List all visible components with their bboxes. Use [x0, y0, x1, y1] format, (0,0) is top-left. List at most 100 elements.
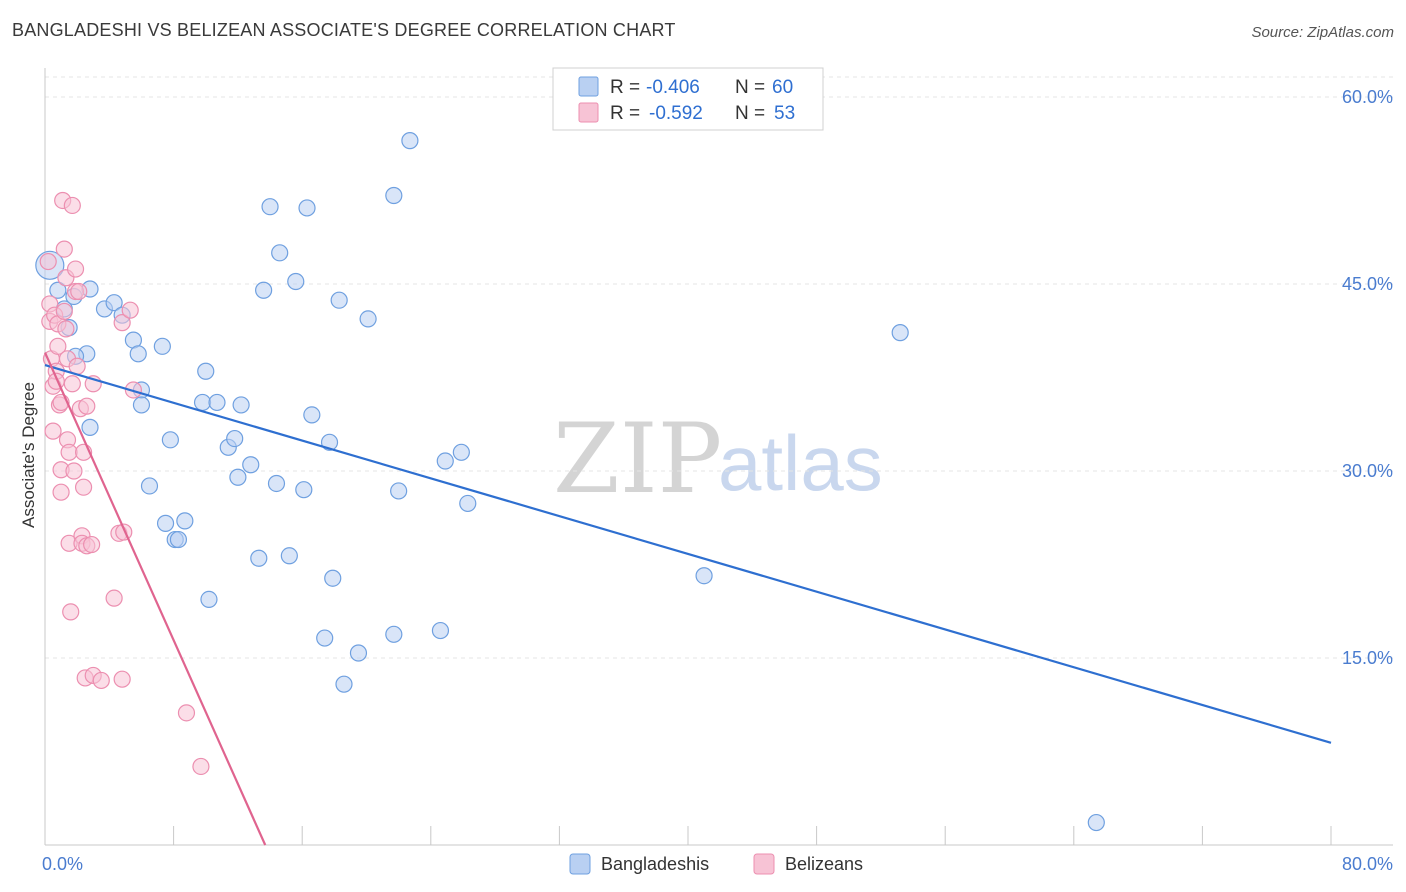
- point-belizeans-44: [105, 589, 123, 607]
- watermark-zip: ZIP: [553, 403, 722, 515]
- point-belizeans-43: [92, 671, 110, 690]
- trend-lines: [43, 352, 1332, 846]
- point-bangladeshis-12: [129, 345, 147, 363]
- point-bangladeshis-47: [359, 310, 377, 328]
- y-axis-title: Associate's Degree: [19, 382, 38, 528]
- point-belizeans-40: [83, 535, 101, 554]
- point-bangladeshis-48: [385, 625, 403, 643]
- y-tick-label-3: 60.0%: [1342, 87, 1393, 107]
- x-tick-label-1: 80.0%: [1342, 854, 1393, 874]
- point-bangladeshis-20: [169, 530, 188, 549]
- bottom-legend-swatch-bangladeshis: [569, 853, 591, 875]
- point-bangladeshis-15: [140, 477, 159, 495]
- point-bangladeshis-52: [431, 621, 450, 640]
- point-bangladeshis-35: [271, 244, 289, 262]
- point-belizeans-19: [57, 320, 75, 338]
- point-belizeans-16: [55, 240, 73, 258]
- point-bangladeshis-34: [267, 474, 286, 493]
- point-bangladeshis-56: [695, 567, 713, 585]
- point-belizeans-26: [63, 375, 81, 393]
- point-bangladeshis-40: [303, 406, 321, 424]
- point-bangladeshis-14: [132, 396, 151, 414]
- stats-legend: R = -0.406 N = 60 R = -0.592 N = 53: [552, 67, 824, 131]
- x-tick-label-0: 0.0%: [42, 854, 83, 874]
- point-belizeans-10: [49, 337, 67, 355]
- trend-line-belizeans: [43, 352, 267, 846]
- point-belizeans-51: [177, 704, 196, 722]
- point-bangladeshis-23: [197, 362, 215, 380]
- axes: [44, 68, 1393, 846]
- point-belizeans-36: [74, 478, 93, 496]
- point-belizeans-5: [44, 422, 62, 440]
- point-belizeans-31: [70, 282, 88, 301]
- point-bangladeshis-33: [261, 198, 279, 216]
- legend-r-value-belizeans: -0.592: [649, 103, 703, 124]
- y-tick-labels: 15.0% 30.0% 45.0% 60.0%: [1342, 87, 1393, 668]
- legend-r-label-belizeans: R =: [610, 103, 640, 124]
- point-belizeans-28: [66, 260, 85, 278]
- watermark-atlas: atlas: [718, 419, 883, 507]
- point-bangladeshis-53: [436, 452, 454, 470]
- point-bangladeshis-57: [891, 324, 909, 342]
- point-bangladeshis-32: [255, 281, 273, 299]
- legend-r-value-bangladeshis: -0.406: [646, 77, 700, 98]
- point-bangladeshis-46: [349, 644, 368, 662]
- legend-n-label-belizeans: N =: [735, 103, 765, 124]
- y-tick-label-0: 15.0%: [1342, 648, 1393, 668]
- point-bangladeshis-28: [229, 468, 247, 486]
- point-bangladeshis-38: [295, 481, 313, 499]
- gridlines: [45, 76, 1393, 659]
- point-belizeans-12: [52, 483, 70, 501]
- point-bangladeshis-21: [176, 512, 194, 530]
- point-bangladeshis-55: [459, 494, 477, 513]
- point-bangladeshis-22: [193, 393, 212, 412]
- point-bangladeshis-18: [161, 431, 179, 449]
- point-bangladeshis-44: [330, 291, 348, 309]
- y-tick-label-2: 45.0%: [1342, 274, 1393, 294]
- point-belizeans-0: [39, 252, 57, 271]
- point-bangladeshis-39: [298, 199, 316, 217]
- point-bangladeshis-54: [452, 443, 470, 461]
- point-bangladeshis-9: [105, 294, 123, 312]
- bottom-legend-label-bangladeshis: Bangladeshis: [601, 854, 709, 874]
- point-bangladeshis-51: [401, 132, 419, 150]
- point-belizeans-47: [113, 670, 131, 688]
- point-bangladeshis-30: [242, 456, 260, 474]
- point-bangladeshis-36: [280, 547, 298, 565]
- legend-n-value-bangladeshis: 60: [772, 77, 793, 98]
- point-belizeans-52: [192, 757, 210, 776]
- point-bangladeshis-16: [153, 337, 171, 355]
- point-bangladeshis-7: [81, 418, 99, 436]
- point-bangladeshis-41: [316, 629, 334, 647]
- point-bangladeshis-49: [385, 186, 403, 205]
- point-bangladeshis-58: [1087, 813, 1105, 832]
- point-belizeans-38: [78, 397, 96, 415]
- point-belizeans-25: [63, 196, 81, 215]
- chart-title: BANGLADESHI VS BELIZEAN ASSOCIATE'S DEGR…: [12, 20, 676, 40]
- legend-r-label-bangladeshis: R =: [610, 77, 640, 98]
- point-belizeans-27: [65, 462, 83, 480]
- point-belizeans-24: [62, 603, 80, 621]
- point-bangladeshis-50: [390, 482, 408, 500]
- x-ticks: [173, 826, 1332, 845]
- legend-n-label-bangladeshis: N =: [735, 77, 765, 98]
- y-tick-label-1: 30.0%: [1342, 461, 1393, 481]
- point-bangladeshis-31: [250, 549, 268, 567]
- series-legend: Bangladeshis Belizeans: [569, 853, 863, 875]
- point-belizeans-46: [113, 314, 131, 332]
- point-bangladeshis-24: [200, 590, 218, 609]
- source-label: Source: ZipAtlas.com: [1251, 24, 1394, 41]
- point-bangladeshis-37: [287, 272, 305, 291]
- x-tick-labels: 0.0% 80.0%: [42, 854, 1393, 874]
- bottom-legend-label-belizeans: Belizeans: [785, 854, 863, 874]
- bottom-legend-swatch-belizeans: [753, 853, 775, 875]
- legend-swatch-bangladeshis: [578, 76, 599, 97]
- point-bangladeshis-43: [324, 569, 342, 587]
- point-belizeans-49: [121, 301, 139, 319]
- point-bangladeshis-29: [232, 396, 250, 414]
- point-bangladeshis-17: [156, 514, 175, 532]
- point-bangladeshis-45: [335, 675, 353, 693]
- point-bangladeshis-27: [226, 429, 244, 448]
- point-bangladeshis-1: [49, 281, 67, 299]
